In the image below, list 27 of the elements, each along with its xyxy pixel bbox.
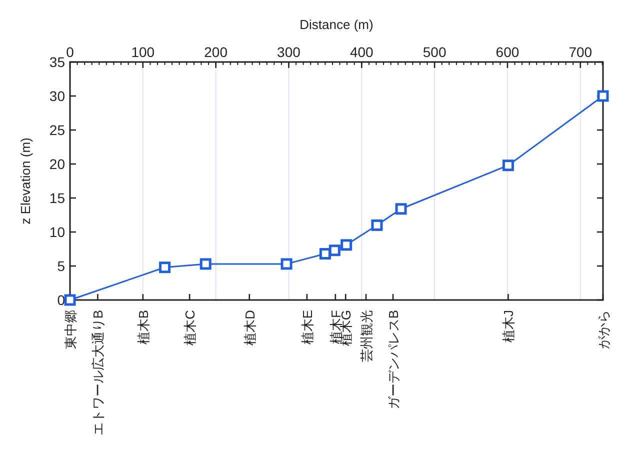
x-tick-label: 600: [496, 44, 520, 60]
ref-line-label: 植木C: [182, 310, 198, 346]
y-tick-label: 20: [49, 156, 66, 172]
x-tick-label: 200: [204, 44, 228, 60]
ref-line-label: 植木E: [300, 310, 315, 345]
y-tick-label: 30: [49, 88, 66, 104]
y-axis-title: z Elevation (m): [18, 138, 33, 224]
ref-line-label: 東中郷: [63, 310, 78, 349]
ref-line-label: 植木D: [242, 310, 258, 346]
ref-line-label: がから: [596, 310, 611, 349]
y-tick-label: 0: [57, 292, 66, 308]
y-tick-label: 5: [57, 258, 66, 274]
x-tick-label: 100: [131, 44, 155, 60]
ref-line-label: エトワール広大通りB: [90, 310, 106, 436]
ref-line-label: 植木B: [136, 310, 151, 345]
y-tick-label: 15: [49, 190, 66, 206]
ref-line-label: ガーデンパレスB: [386, 310, 402, 410]
y-tick-label: 10: [49, 224, 66, 240]
y-tick-label: 35: [49, 54, 66, 70]
x-tick-label: 700: [568, 44, 592, 60]
x-axis-title: Distance (m): [300, 17, 374, 32]
y-tick-label: 25: [49, 122, 66, 138]
ref-line-label: 植木J: [501, 310, 516, 342]
x-tick-label: 300: [277, 44, 301, 60]
x-tick-label: 400: [350, 44, 374, 60]
ref-line-label: 芸州観光: [359, 310, 374, 362]
x-tick-label: 500: [422, 44, 446, 60]
